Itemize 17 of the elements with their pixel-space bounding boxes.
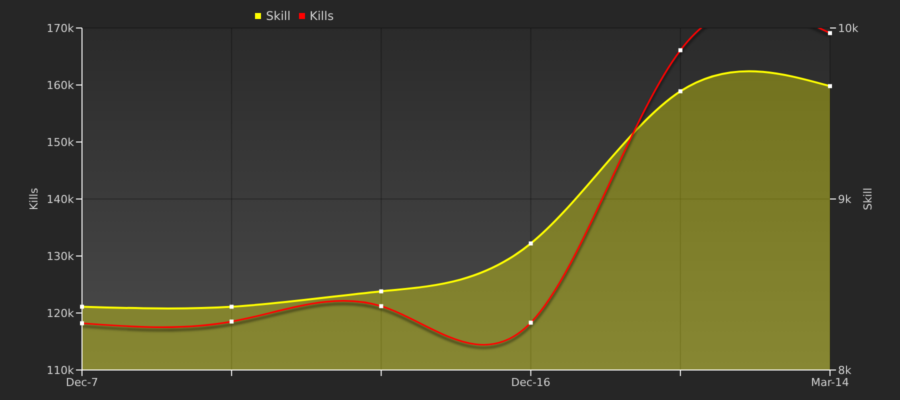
y2-tick-label: 10k [838, 22, 859, 35]
x-tick-label: Dec-16 [511, 376, 550, 389]
y-tick-label: 170k [46, 22, 75, 35]
y2-tick-label: 8k [838, 364, 852, 377]
y-tick-label: 130k [46, 250, 75, 263]
y2-axis-title: Skill [862, 188, 874, 210]
legend-label: Kills [310, 9, 334, 23]
y-tick-label: 110k [46, 364, 75, 377]
x-tick-label: Dec-7 [66, 376, 98, 389]
y-tick-label: 120k [46, 306, 75, 320]
y-tick-label: 150k [46, 136, 75, 149]
y2-tick-label: 9k [838, 192, 852, 206]
y-tick-label: 140k [46, 192, 75, 206]
x-tick-label: Mar-14 [810, 376, 850, 389]
legend-label: Skill [266, 9, 291, 23]
y-tick-label: 160k [46, 78, 75, 92]
y-axis-title: Kills [28, 188, 40, 210]
